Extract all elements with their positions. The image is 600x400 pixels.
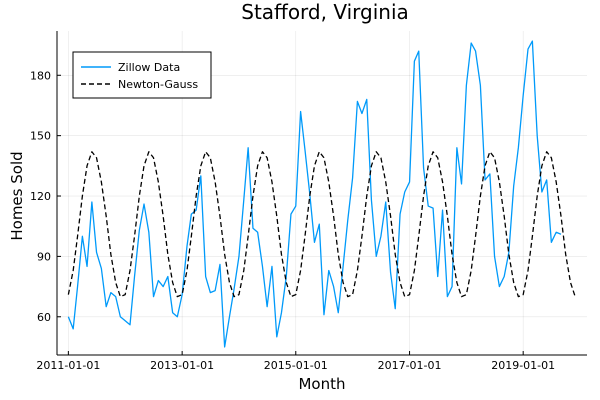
axes	[56, 31, 587, 356]
y-tick-label-0: 60	[37, 311, 51, 324]
x-tick-label-1: 2013-01-01	[150, 359, 214, 372]
y-tick-label-3: 150	[30, 130, 51, 143]
x-tick-label-2: 2015-01-01	[264, 359, 328, 372]
y-axis-label: Homes Sold	[8, 151, 26, 240]
y-tick-label-4: 180	[30, 69, 51, 82]
series-line-zillow-data	[67, 40, 562, 348]
x-tick-label-4: 2019-01-01	[491, 359, 555, 372]
y-tick-label-1: 90	[37, 250, 51, 263]
x-tick-label-0: 2011-01-01	[36, 359, 100, 372]
legend-box	[72, 51, 212, 99]
series-line-newton-gauss	[67, 151, 576, 298]
legend-label-newton-gauss: Newton-Gauss	[118, 78, 198, 91]
legend: Zillow Data Newton-Gauss	[72, 51, 212, 99]
legend-label-zillow: Zillow Data	[118, 61, 180, 74]
x-axis-label: Month	[298, 375, 345, 393]
y-tick-label-2: 120	[30, 190, 51, 203]
x-tick-label-3: 2017-01-01	[378, 359, 442, 372]
series-layer	[67, 40, 576, 348]
chart-title: Stafford, Virginia	[241, 0, 409, 24]
tick-labels: 2011-01-01 2013-01-01 2015-01-01 2017-01-01…	[30, 69, 555, 372]
grid	[57, 31, 587, 355]
